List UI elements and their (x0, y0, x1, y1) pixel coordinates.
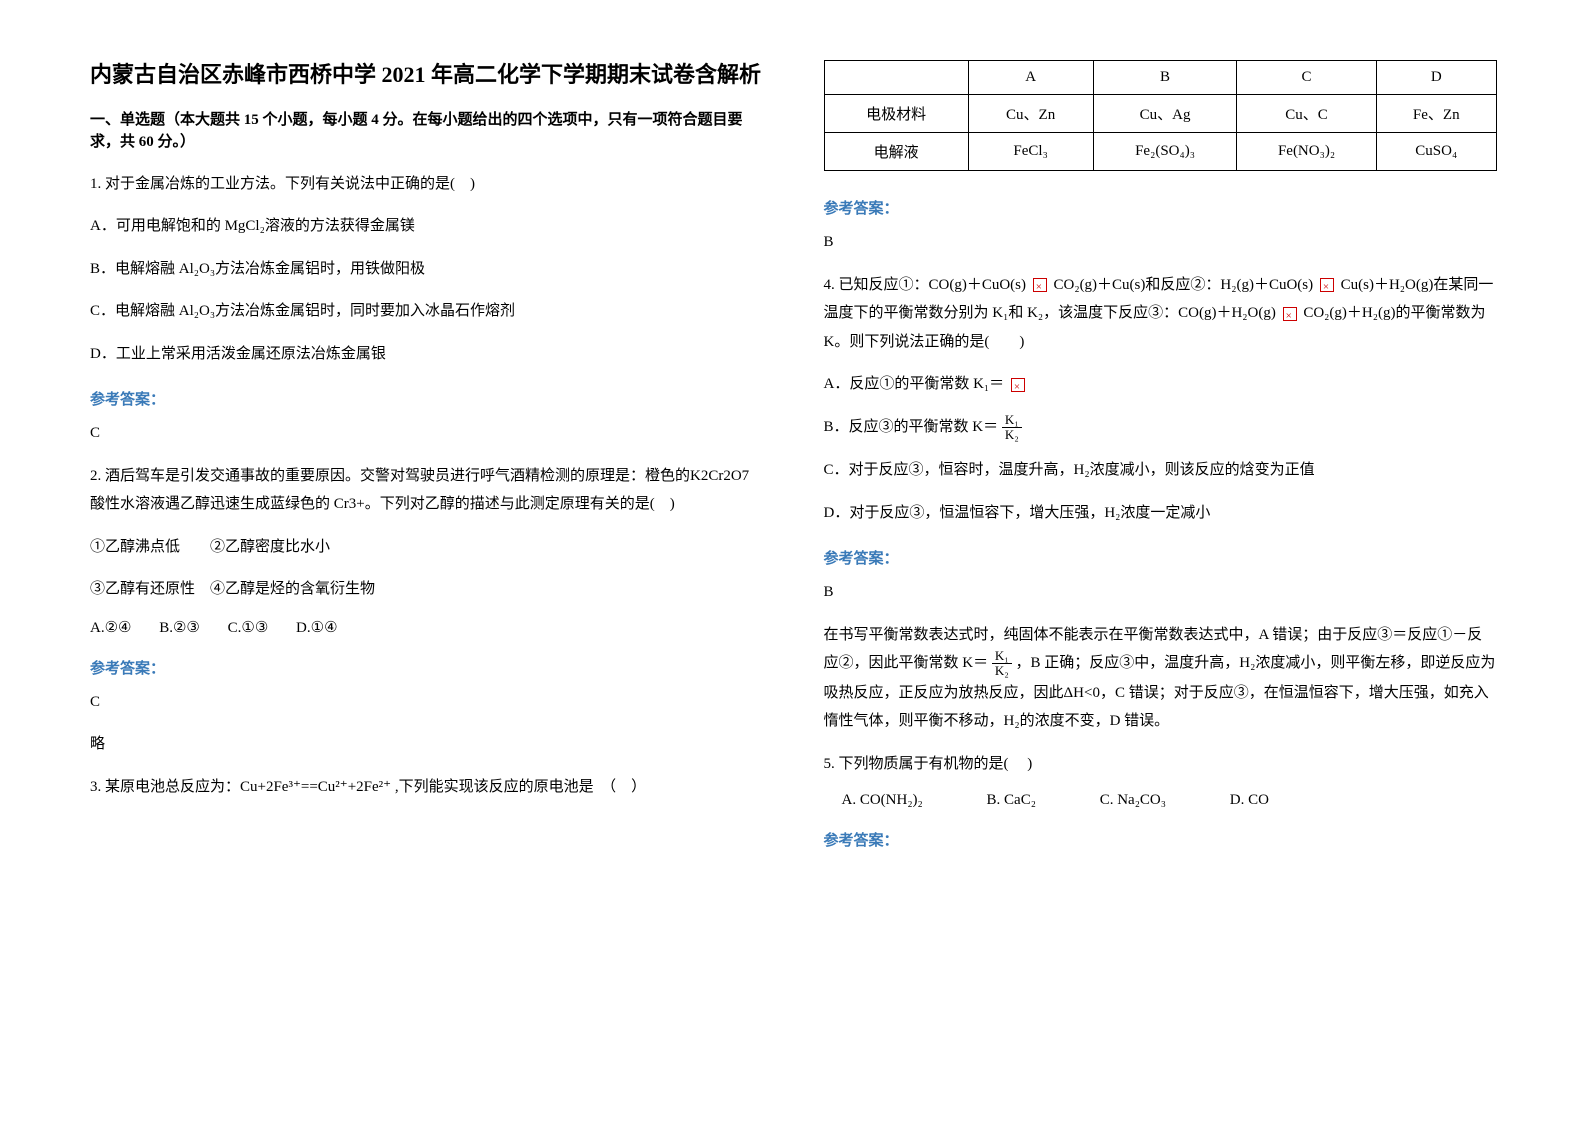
q5-options: A. CO(NH₂)₂ B. CaC₂ C. Na₂CO₃ D. CO (842, 792, 1498, 809)
fraction-den: K₂ (992, 664, 1012, 678)
fraction: K₁ K₂ (1002, 413, 1022, 443)
right-column: A B C D 电极材料 Cu、Zn Cu、Ag Cu、C Fe、Zn 电解液 … (824, 60, 1498, 1062)
q3-table: A B C D 电极材料 Cu、Zn Cu、Ag Cu、C Fe、Zn 电解液 … (824, 60, 1498, 171)
table-row: 电极材料 Cu、Zn Cu、Ag Cu、C Fe、Zn (824, 95, 1497, 133)
q5-stem: 5. 下列物质属于有机物的是( ) (824, 750, 1498, 779)
q4-optB: B．反应③的平衡常数 K＝ K₁ K₂ (824, 413, 1498, 443)
q2-note: 略 (90, 730, 764, 759)
cell: FeCl₃ (968, 133, 1093, 171)
q2-answer: C (90, 688, 764, 717)
q4-explanation: 在书写平衡常数表达式时，纯固体不能表示在平衡常数表达式中，A 错误；由于反应③＝… (824, 621, 1498, 736)
q1-optB: B．电解熔融 Al₂O₃方法冶炼金属铝时，用铁做阳极 (90, 255, 764, 284)
th-blank (824, 61, 968, 95)
missing-image-icon (1283, 307, 1297, 321)
q2-optD: D.①④ (296, 620, 337, 636)
cell: 电解液 (824, 133, 968, 171)
q3-answer: B (824, 228, 1498, 257)
q5-optB: B. CaC₂ (987, 792, 1036, 808)
missing-image-icon (1320, 278, 1334, 292)
section-header: 一、单选题（本大题共 15 个小题，每小题 4 分。在每小题给出的四个选项中，只… (90, 109, 764, 154)
q1-optD: D．工业上常采用活泼金属还原法冶炼金属银 (90, 340, 764, 369)
q1-stem: 1. 对于金属冶炼的工业方法。下列有关说法中正确的是( ) (90, 170, 764, 199)
q4-optD: D．对于反应③，恒温恒容下，增大压强，H₂浓度一定减小 (824, 499, 1498, 528)
q4-answer-label: 参考答案： (824, 547, 1498, 568)
q4-stem-b: CO₂(g)＋Cu(s)和反应②：H₂(g)＋CuO(s) (1054, 277, 1314, 293)
fraction: K₁ K₂ (992, 649, 1012, 679)
q5-answer-label: 参考答案： (824, 829, 1498, 850)
th-A: A (968, 61, 1093, 95)
cell: Cu、Ag (1093, 95, 1237, 133)
cell: Cu、C (1237, 95, 1376, 133)
left-column: 内蒙古自治区赤峰市西桥中学 2021 年高二化学下学期期末试卷含解析 一、单选题… (90, 60, 764, 1062)
cell: 电极材料 (824, 95, 968, 133)
q5-optA: A. CO(NH₂)₂ (842, 792, 923, 808)
q2-optC: C.①③ (228, 620, 269, 636)
fraction-num: K₁ (1002, 413, 1022, 428)
fraction-den: K₂ (1002, 428, 1022, 442)
q1-optA: A．可用电解饱和的 MgCl₂溶液的方法获得金属镁 (90, 212, 764, 241)
q2-optB: B.②③ (159, 620, 200, 636)
q5-optC: C. Na₂CO₃ (1100, 792, 1166, 808)
q4-answer: B (824, 578, 1498, 607)
q1-optC: C．电解熔融 Al₂O₃方法冶炼金属铝时，同时要加入冰晶石作熔剂 (90, 297, 764, 326)
q2-optA: A.②④ (90, 620, 131, 636)
q3-stem: 3. 某原电池总反应为：Cu+2Fe³⁺==Cu²⁺+2Fe²⁺ ,下列能实现该… (90, 773, 764, 802)
cell: Fe、Zn (1376, 95, 1496, 133)
fraction-num: K₁ (992, 649, 1012, 664)
q5-optD: D. CO (1230, 792, 1269, 808)
cell: Fe₂(SO₄)₃ (1093, 133, 1237, 171)
cell: Fe(NO₃)₂ (1237, 133, 1376, 171)
th-D: D (1376, 61, 1496, 95)
th-B: B (1093, 61, 1237, 95)
q4-optA: A．反应①的平衡常数 K₁＝ (824, 370, 1498, 399)
q3-answer-label: 参考答案： (824, 197, 1498, 218)
q2-stem: 2. 酒后驾车是引发交通事故的重要原因。交警对驾驶员进行呼气酒精检测的原理是：橙… (90, 462, 764, 519)
cell: CuSO₄ (1376, 133, 1496, 171)
missing-image-icon (1033, 278, 1047, 292)
table-row: 电解液 FeCl₃ Fe₂(SO₄)₃ Fe(NO₃)₂ CuSO₄ (824, 133, 1497, 171)
q4-optC: C．对于反应③，恒容时，温度升高，H₂浓度减小，则该反应的焓变为正值 (824, 456, 1498, 485)
table-header-row: A B C D (824, 61, 1497, 95)
q1-answer: C (90, 419, 764, 448)
exam-title: 内蒙古自治区赤峰市西桥中学 2021 年高二化学下学期期末试卷含解析 (90, 60, 764, 91)
missing-image-icon (1011, 378, 1025, 392)
q1-answer-label: 参考答案： (90, 388, 764, 409)
q4-optB-pre: B．反应③的平衡常数 K＝ (824, 419, 999, 435)
cell: Cu、Zn (968, 95, 1093, 133)
q4-stem: 4. 已知反应①：CO(g)＋CuO(s) CO₂(g)＋Cu(s)和反应②：H… (824, 271, 1498, 357)
q2-answer-label: 参考答案： (90, 657, 764, 678)
q4-optA-text: A．反应①的平衡常数 K₁＝ (824, 376, 1005, 392)
q2-options: A.②④ B.②③ C.①③ D.①④ (90, 618, 764, 637)
th-C: C (1237, 61, 1376, 95)
q2-line1: ①乙醇沸点低 ②乙醇密度比水小 (90, 533, 764, 562)
q2-line2: ③乙醇有还原性 ④乙醇是烃的含氧衍生物 (90, 575, 764, 604)
q4-stem-a: 4. 已知反应①：CO(g)＋CuO(s) (824, 277, 1027, 293)
